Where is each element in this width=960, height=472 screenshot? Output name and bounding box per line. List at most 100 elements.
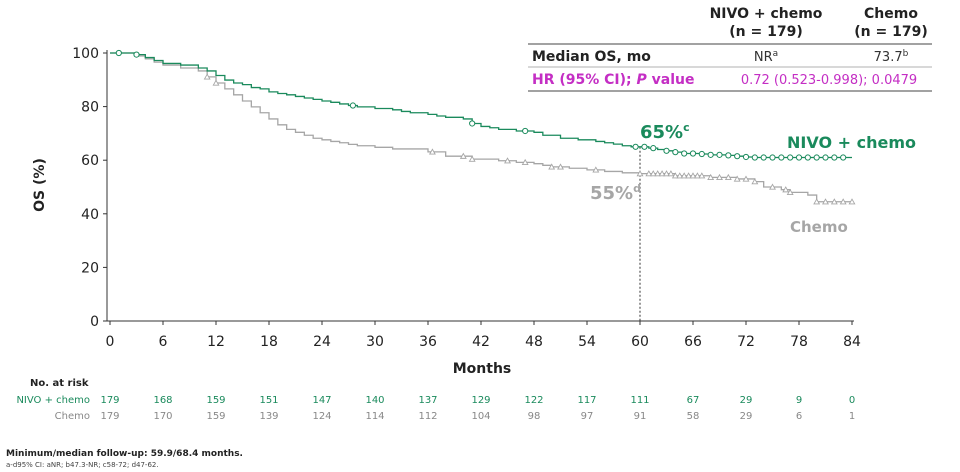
nivo-censor-mark [707,151,714,158]
chemo-censor-mark [680,172,688,179]
chemo-censor-mark [751,178,759,185]
chemo-censor-mark [645,170,653,177]
chemo-censor-mark [830,198,838,205]
risk-table: No. at risk NIVO + chemo Chemo 179 179 168… [16,378,855,422]
nivo-survival-line [110,52,852,159]
x-tick-label: 60 [631,334,649,350]
table-row1-nivo: NRa [754,49,778,65]
risk-chemo-count: 114 [365,411,384,422]
survival-curves [110,49,856,205]
chemo-censor-mark [557,163,564,170]
risk-nivo-count: 129 [471,395,490,406]
risk-chemo-count: 124 [312,411,331,422]
risk-chemo-count: 179 [100,411,119,422]
x-tick-label: 48 [525,334,543,350]
chemo-censor-mark [548,163,556,170]
table-col-nivo-line2: (n = 179) [729,24,802,40]
chemo-censor-mark [848,198,856,205]
nivo-censor-mark [632,143,639,150]
risk-chemo-count: 159 [206,411,225,422]
table-col-nivo-line1: NIVO + chemo [710,6,823,22]
risk-nivo-count: 29 [740,395,753,406]
nivo-censor-mark [641,143,648,150]
risk-chemo-count: 139 [259,411,278,422]
y-tick-label: 100 [72,46,99,62]
table-row1-label: Median OS, mo [532,49,651,65]
chemo-censor-mark [707,173,715,181]
chemo-censor-mark [671,172,679,179]
chemo-censor-mark [698,172,706,179]
risk-nivo-count: 151 [259,395,278,406]
risk-chemo-count: 170 [153,411,172,422]
x-tick-label: 78 [790,334,808,350]
table-row2-label: HR (95% CI); P value [532,72,695,88]
risk-chemo-count: 29 [740,411,753,422]
nivo-censor-mark [698,150,705,158]
y-tick-label: 80 [81,100,99,116]
table-row2-value: 0.72 (0.523-0.998); 0.0479 [741,73,917,88]
risk-nivo-count: 67 [687,395,700,406]
nivo-censor-mark [840,154,847,161]
y-tick-label: 40 [81,207,99,223]
y-axis-label: OS (%) [32,158,48,212]
chemo-series-label: Chemo [790,218,848,236]
risk-chemo-count: 91 [634,411,647,422]
chemo-censor-mark [636,170,644,177]
chemo-censor-mark [733,175,741,182]
x-tick-label: 12 [207,334,225,350]
risk-chemo-count: 98 [528,411,541,422]
table-col-chemo-line2: (n = 179) [854,24,927,40]
nivo-censor-mark [742,153,750,161]
chemo-censor-mark [676,172,684,179]
x-axis: 0 6 12 18 24 30 36 42 48 54 60 66 72 78 84 [106,320,861,350]
nivo-censor-mark [650,145,657,152]
chemo-censor-mark [716,173,723,181]
risk-nivo-count: 9 [796,395,802,406]
x-tick-label: 0 [106,334,115,350]
nivo-censor-mark [349,102,357,109]
summary-table: NIVO + chemo (n = 179) Chemo (n = 179) M… [528,6,932,92]
risk-chemo-count: 104 [471,411,490,422]
y-tick-label: 0 [90,314,99,330]
chemo-censor-mark [685,172,693,179]
x-tick-label: 36 [419,334,437,350]
chemo-censor-mark [212,79,220,86]
nivo-series-label: NIVO + chemo [787,133,916,152]
y-tick-label: 60 [81,153,99,169]
x-tick-label: 72 [737,334,755,350]
chemo-censor-mark [654,170,662,177]
nivo-censor-mark [133,51,140,58]
risk-chemo-count: 112 [418,411,437,422]
risk-nivo-count: 179 [100,395,119,406]
nivo-censor-mark [689,150,697,157]
chemo-censor-mark [468,155,476,162]
x-tick-label: 6 [159,334,168,350]
chemo-censor-mark [724,173,732,181]
nivo-censor-mark [813,154,820,161]
nivo-censor-mark [725,152,732,159]
chemo-censor-mark [203,73,211,80]
nivo-censor-mark [522,127,529,135]
nivo-censor-mark [760,154,767,161]
nivo-censor-mark [822,154,829,161]
risk-chemo-count: 58 [687,411,700,422]
risk-nivo-count: 122 [524,395,543,406]
x-tick-label: 84 [843,334,861,350]
footnote-followup: Minimum/median follow-up: 59.9/68.4 mont… [6,449,243,459]
chemo-censor-mark [428,148,436,155]
x-tick-label: 24 [313,334,331,350]
x-tick-label: 54 [578,334,596,350]
chemo-censor-mark [742,175,750,182]
chemo-censor-mark [786,188,794,196]
risk-nivo-count: 137 [418,395,437,406]
nivo-censor-mark [115,49,122,57]
risk-nivo-count: 159 [206,395,225,406]
nivo-censor-mark [672,149,679,156]
chemo-censor-mark [663,170,670,177]
nivo-censor-mark [469,120,476,127]
y-tick-label: 20 [81,260,99,276]
risk-chemo-count: 1 [849,411,855,422]
x-tick-label: 42 [472,334,490,350]
nivo-censor-mark [716,151,723,158]
footnote-ci: a-d95% CI: aNR; b47.3-NR; c58-72; d47-62… [6,461,159,469]
